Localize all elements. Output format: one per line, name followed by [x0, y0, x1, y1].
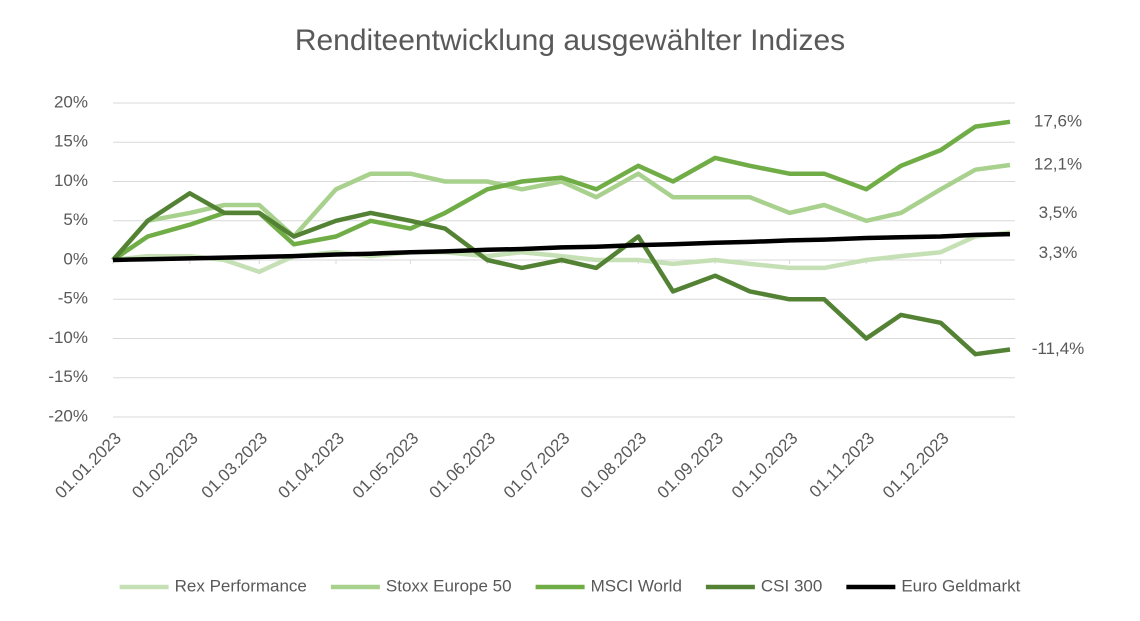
series-line: [112, 231, 1011, 263]
end-label: 3,3%: [1039, 243, 1078, 262]
x-tick-label: 01.04.2023: [274, 429, 348, 503]
y-tick-label: 5%: [63, 210, 88, 229]
y-tick-label: 15%: [54, 132, 88, 151]
y-tick-label: -10%: [48, 328, 88, 347]
x-tick-label: 01.09.2023: [654, 429, 728, 503]
legend-label: Rex Performance: [175, 576, 307, 595]
x-tick-label: 01.11.2023: [806, 429, 879, 502]
x-tick-label: 01.02.2023: [128, 429, 202, 503]
x-tick-label: 01.01.2023: [51, 429, 125, 503]
end-label: 12,1%: [1034, 154, 1082, 173]
legend-label: Stoxx Europe 50: [386, 576, 512, 595]
x-tick-label: 01.10.2023: [728, 429, 802, 503]
series-line: [111, 191, 1011, 357]
y-tick-label: -20%: [48, 406, 88, 425]
y-tick-label: 0%: [63, 249, 88, 268]
series-line: [112, 230, 1011, 275]
chart-title: Renditeentwicklung ausgewählter Indizes: [295, 24, 845, 57]
x-tick-label: 01.08.2023: [577, 429, 651, 503]
legend-label: Euro Geldmarkt: [901, 576, 1020, 595]
end-label: 3,5%: [1039, 203, 1078, 222]
y-tick-label: -5%: [58, 289, 88, 308]
x-tick-label: 01.06.2023: [426, 429, 500, 503]
y-tick-label: -15%: [48, 367, 88, 386]
x-tick-label: 01.05.2023: [349, 429, 423, 503]
x-tick-label: 01.07.2023: [500, 429, 574, 503]
end-label: 17,6%: [1034, 111, 1082, 130]
end-label: -11,4%: [1032, 339, 1085, 358]
x-tick-label: 01.03.2023: [198, 429, 272, 503]
legend-label: CSI 300: [761, 576, 822, 595]
legend-label: MSCI World: [591, 576, 682, 595]
x-tick-label: 01.12.2023: [879, 429, 953, 503]
y-tick-label: 20%: [54, 92, 88, 111]
y-tick-label: 10%: [54, 171, 88, 190]
series-line: [111, 162, 1011, 262]
